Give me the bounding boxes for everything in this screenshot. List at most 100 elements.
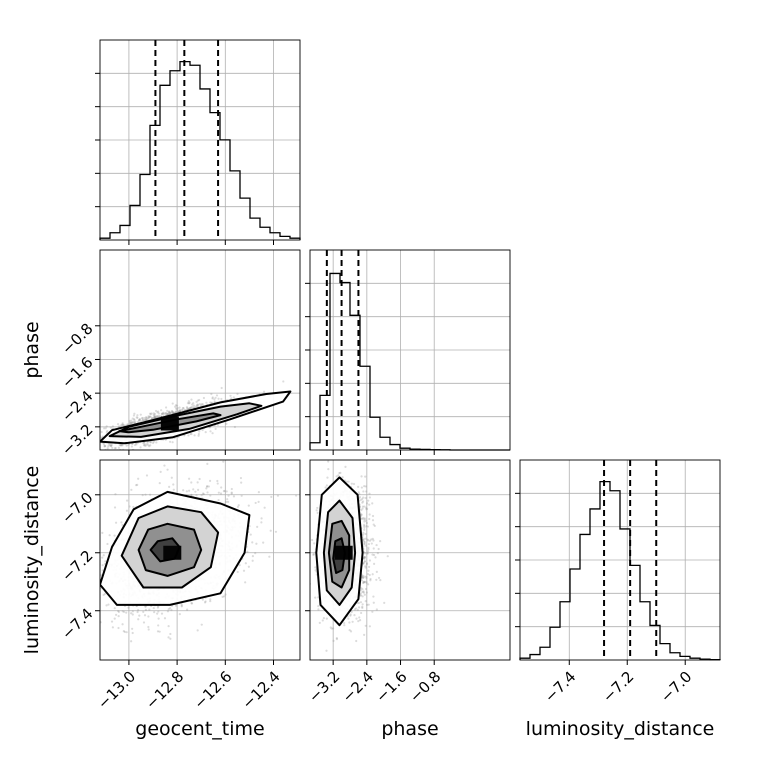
sample-point — [142, 621, 146, 624]
sample-point — [130, 445, 133, 448]
histogram-bars — [99, 60, 301, 240]
sample-point — [222, 490, 226, 493]
sample-point — [104, 560, 107, 563]
sample-point — [145, 417, 148, 420]
sample-point — [135, 443, 138, 446]
sample-point — [82, 585, 84, 587]
sample-point — [105, 431, 108, 434]
sample-point — [90, 569, 92, 571]
sample-point — [134, 420, 137, 423]
sample-point — [157, 410, 160, 413]
sample-point — [220, 486, 223, 489]
sample-point — [150, 416, 153, 420]
sample-point — [157, 415, 160, 418]
sample-point — [178, 406, 181, 409]
sample-point — [239, 476, 243, 480]
sample-point — [133, 421, 136, 424]
sample-point — [179, 409, 182, 412]
sample-point — [131, 421, 134, 425]
sample-point — [196, 403, 199, 406]
sample-point — [116, 423, 120, 426]
sample-point — [110, 445, 113, 448]
sample-point — [113, 607, 116, 610]
sample-point — [249, 533, 252, 536]
sample-point — [220, 397, 223, 401]
sample-point — [169, 632, 172, 636]
sample-point — [158, 630, 161, 633]
sample-point — [90, 579, 92, 581]
sample-point — [149, 441, 152, 444]
sample-point — [222, 460, 225, 463]
sample-point — [177, 410, 180, 413]
sample-point — [295, 494, 298, 497]
sample-point — [167, 410, 171, 413]
sample-point — [257, 500, 260, 503]
sample-point — [129, 421, 132, 425]
sample-point — [144, 418, 147, 421]
sample-point — [213, 398, 216, 401]
sample-point — [190, 493, 193, 496]
histogram-bars — [519, 480, 721, 661]
sample-point — [117, 610, 120, 614]
panel-content — [90, 380, 292, 450]
sample-point — [196, 481, 199, 484]
sample-point — [236, 392, 239, 395]
sample-point — [206, 491, 209, 494]
histogram-panel-phase — [305, 249, 511, 455]
sample-point — [178, 408, 182, 412]
sample-point — [145, 417, 148, 420]
sample-point — [154, 409, 158, 413]
sample-point — [117, 609, 120, 613]
sample-point — [197, 488, 200, 491]
sample-point — [166, 413, 169, 416]
sample-point — [148, 415, 151, 418]
sample-point — [95, 597, 97, 599]
sample-point — [186, 608, 189, 611]
sample-point — [168, 411, 171, 414]
sample-point — [204, 431, 207, 434]
sample-point — [88, 584, 90, 586]
sample-point — [136, 610, 139, 614]
panel-frame — [99, 39, 301, 241]
sample-point — [201, 403, 204, 406]
sample-point — [157, 624, 160, 627]
sample-point — [133, 418, 136, 421]
sample-point — [157, 617, 160, 620]
sample-point — [114, 521, 118, 524]
sample-point — [190, 481, 193, 484]
sample-point — [192, 404, 196, 407]
sample-point — [130, 612, 133, 615]
sample-point — [131, 627, 134, 630]
sample-point — [152, 413, 155, 416]
sample-point — [187, 402, 191, 405]
sample-point — [190, 398, 193, 401]
sample-point — [209, 401, 212, 404]
sample-point — [111, 626, 114, 629]
sample-point — [156, 411, 159, 414]
sample-point — [246, 550, 249, 553]
sample-point — [90, 441, 92, 443]
sample-point — [97, 575, 99, 577]
sample-point — [149, 493, 152, 496]
sample-point — [149, 444, 152, 447]
sample-point — [174, 604, 178, 607]
sample-point — [126, 423, 129, 426]
sample-point — [122, 424, 126, 427]
corner-panels: −13.0 −12.8 −12.6 −12.4 −3.2−2.4−1.6−0.8 −7.4… — [58, 39, 721, 713]
sample-point — [96, 562, 98, 564]
sample-point — [85, 546, 87, 548]
sample-point — [108, 534, 111, 537]
histogram-bars — [309, 272, 510, 451]
sample-point — [71, 605, 73, 607]
sample-point — [213, 400, 216, 403]
sample-point — [90, 631, 92, 633]
sample-point — [148, 412, 152, 415]
sample-point — [132, 420, 135, 424]
sample-point — [361, 595, 364, 598]
sample-point — [200, 404, 203, 407]
sample-point — [157, 610, 160, 613]
sample-point — [166, 412, 169, 416]
sample-point — [180, 603, 183, 606]
sample-point — [110, 444, 113, 447]
sample-point — [210, 401, 214, 404]
